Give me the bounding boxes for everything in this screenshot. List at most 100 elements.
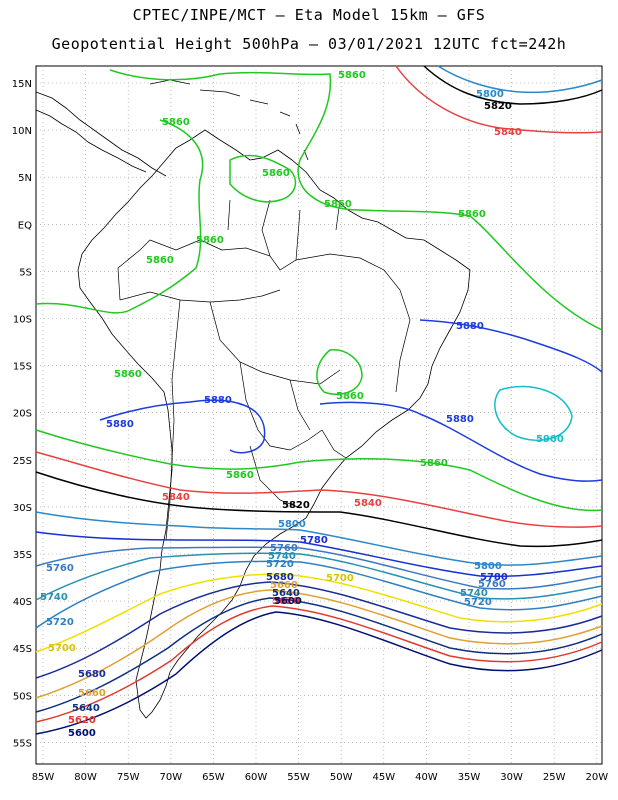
- contour-label: 5880: [456, 321, 484, 332]
- contour-5720: [35, 560, 603, 629]
- coastlines: [35, 79, 471, 719]
- contour-5760: [35, 546, 603, 590]
- map-frame: [35, 65, 603, 765]
- contour-label: 5840: [354, 498, 382, 509]
- contour-label: 5760: [270, 543, 298, 554]
- contour-label: 5860: [226, 470, 254, 481]
- contour-5660: [35, 589, 603, 699]
- lat-tick-label: 10N: [12, 126, 32, 137]
- lat-tick-label: 50S: [13, 691, 32, 702]
- contour-5800-north: [437, 65, 603, 94]
- contour-label: 5620: [68, 715, 96, 726]
- contour-label: 5780: [480, 572, 508, 583]
- contour-label: 5720: [266, 559, 294, 570]
- contour-5860-south: [35, 429, 603, 512]
- contour-label: 5840: [162, 492, 190, 503]
- contour-5620: [35, 605, 603, 723]
- contour-label: 5860: [262, 168, 290, 179]
- contour-5680: [35, 581, 603, 679]
- contour-label: 5800: [278, 519, 306, 530]
- country-borders: [117, 199, 411, 541]
- contour-5600: [35, 611, 603, 735]
- contour-label: 5740: [460, 588, 488, 599]
- lat-tick-label: 5N: [18, 173, 32, 184]
- contour-label: 5640: [72, 703, 100, 714]
- lat-tick-label: 45S: [13, 644, 32, 655]
- south-america-coastline: [77, 129, 471, 719]
- contour-label: 5860: [324, 199, 352, 210]
- contour-label: 5660: [270, 580, 298, 591]
- lon-tick-label: 65W: [202, 772, 225, 783]
- contour-label: 5780: [300, 535, 328, 546]
- contour-5880-east: [419, 319, 603, 373]
- lat-tick-label: 20S: [13, 409, 32, 420]
- lon-tick-label: 40W: [415, 772, 438, 783]
- lon-tick-label: 25W: [543, 772, 566, 783]
- lon-tick-label: 70W: [159, 772, 182, 783]
- contour-5780: [35, 531, 603, 578]
- lat-tick-label: 35S: [13, 550, 32, 561]
- lon-tick-label: 75W: [117, 772, 140, 783]
- contour-label: 5800: [474, 561, 502, 572]
- contour-label: 5860: [420, 458, 448, 469]
- lat-tick-label: 10S: [13, 315, 32, 326]
- contour-label: 5760: [46, 563, 74, 574]
- contour-label: 5860: [336, 391, 364, 402]
- lat-tick-label: EQ: [18, 220, 32, 231]
- contour-label: 5740: [268, 551, 296, 562]
- contour-5800-mid: [35, 511, 603, 566]
- lon-tick-label: 30W: [500, 772, 523, 783]
- lat-tick-label: 30S: [13, 503, 32, 514]
- contour-5640: [35, 597, 603, 713]
- contour-label: 5880: [106, 419, 134, 430]
- lat-tick-label: 55S: [13, 738, 32, 749]
- axis-ticks: 15N 10N 5N EQ 5S 10S 15S 20S 25S 30S 35S 40S 45S 50S 5…: [12, 79, 608, 783]
- contour-label: 5880: [446, 414, 474, 425]
- contour-label: 5720: [464, 597, 492, 608]
- contour-label: 5760: [478, 579, 506, 590]
- map-title-line-2: Geopotential Height 500hPa – 03/01/2021 …: [51, 35, 567, 53]
- lat-tick-label: 40S: [13, 597, 32, 608]
- lat-tick-label: 25S: [13, 456, 32, 467]
- map-title-line-1: CPTEC/INPE/MCT – Eta Model 15km – GFS: [132, 6, 486, 24]
- lon-tick-label: 35W: [458, 772, 481, 783]
- contour-5860-east-loop: [316, 349, 363, 396]
- contour-label: 5680: [78, 669, 106, 680]
- contour-label: 5860: [146, 255, 174, 266]
- contour-5860-north: [109, 69, 603, 331]
- contour-label: 5880: [204, 395, 232, 406]
- contour-labels: 5800 5820 5840 5860 5860 5860 5860 5860 …: [40, 70, 564, 739]
- contour-label: 5700: [326, 573, 354, 584]
- contour-label: 5820: [282, 500, 310, 511]
- contour-label: 5680: [266, 572, 294, 583]
- contour-label: 5860: [162, 117, 190, 128]
- contour-5820-mid: [35, 471, 603, 548]
- lon-tick-label: 60W: [245, 772, 268, 783]
- lat-lon-grid: [36, 66, 602, 764]
- contour-label: 5600: [68, 728, 96, 739]
- contour-label: 5860: [196, 235, 224, 246]
- contour-label: 5600: [274, 596, 302, 607]
- contour-5900-loop: [494, 385, 573, 441]
- contour-5740: [35, 552, 603, 601]
- lat-tick-label: 15N: [12, 79, 32, 90]
- contour-5700: [35, 573, 603, 653]
- contour-label: 5840: [494, 127, 522, 138]
- contour-label: 5860: [114, 369, 142, 380]
- lon-tick-label: 50W: [330, 772, 353, 783]
- contour-label: 5620: [272, 596, 300, 607]
- contour-label: 5660: [78, 688, 106, 699]
- contour-lines: [35, 65, 603, 735]
- lon-tick-label: 80W: [74, 772, 97, 783]
- contour-label: 5720: [46, 617, 74, 628]
- lon-tick-label: 20W: [585, 772, 608, 783]
- lon-tick-label: 55W: [287, 772, 310, 783]
- contour-5860-west: [35, 119, 204, 314]
- contour-label: 5700: [48, 643, 76, 654]
- contour-5820-north: [423, 65, 603, 105]
- contour-label: 5800: [476, 89, 504, 100]
- central-america-coastline: [35, 91, 167, 177]
- lon-tick-label: 85W: [32, 772, 55, 783]
- contour-label: 5900: [536, 434, 564, 445]
